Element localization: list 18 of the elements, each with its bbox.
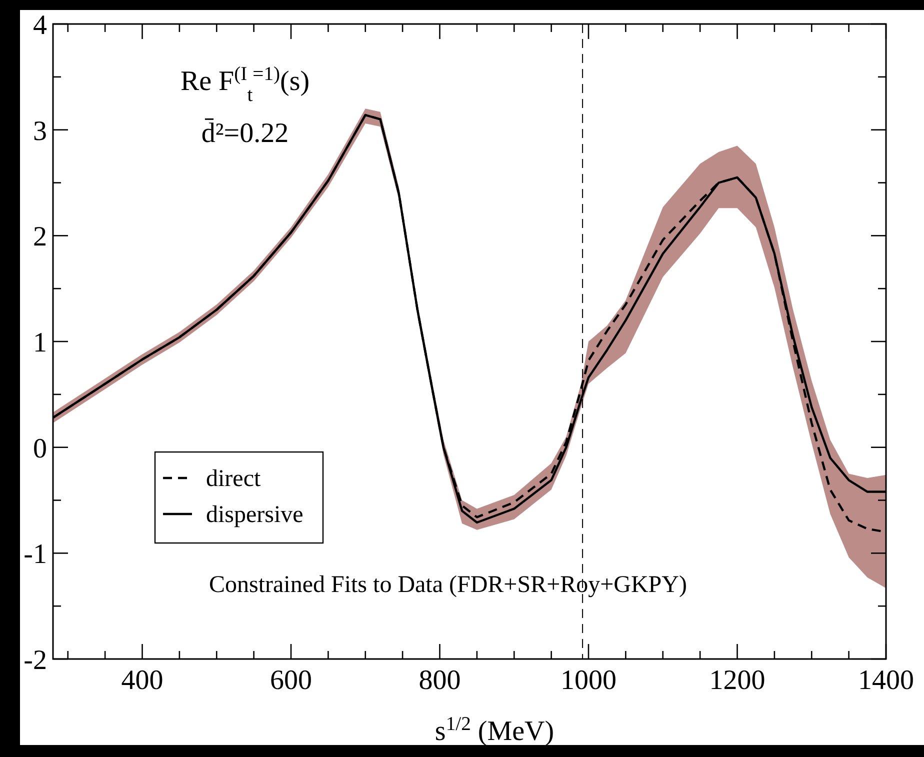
annotation: Constrained Fits to Data (FDR+SR+Roy+GKPY) bbox=[209, 572, 687, 598]
y-tick-label: 3 bbox=[33, 116, 47, 147]
x-tick-label: 1200 bbox=[709, 665, 766, 696]
annotation: d̄²=0.22 bbox=[201, 118, 289, 149]
y-tick-label: -1 bbox=[24, 539, 47, 570]
x-tick-label: 800 bbox=[418, 665, 461, 696]
legend-label: direct bbox=[206, 466, 261, 492]
x-tick-label: 1400 bbox=[858, 665, 914, 696]
x-tick-label: 1000 bbox=[560, 665, 616, 696]
x-axis-title: s$^{1/2}$ (MeV) bbox=[434, 714, 554, 747]
y-tick-label: 0 bbox=[33, 433, 47, 464]
x-tick-label: 600 bbox=[270, 665, 312, 696]
legend-label: dispersive bbox=[206, 502, 304, 528]
y-tick-label: -2 bbox=[24, 645, 47, 676]
y-tick-label: 2 bbox=[33, 222, 47, 253]
x-tick-label: 400 bbox=[121, 665, 164, 696]
y-tick-label: 4 bbox=[33, 10, 47, 41]
y-tick-label: 1 bbox=[33, 328, 47, 358]
